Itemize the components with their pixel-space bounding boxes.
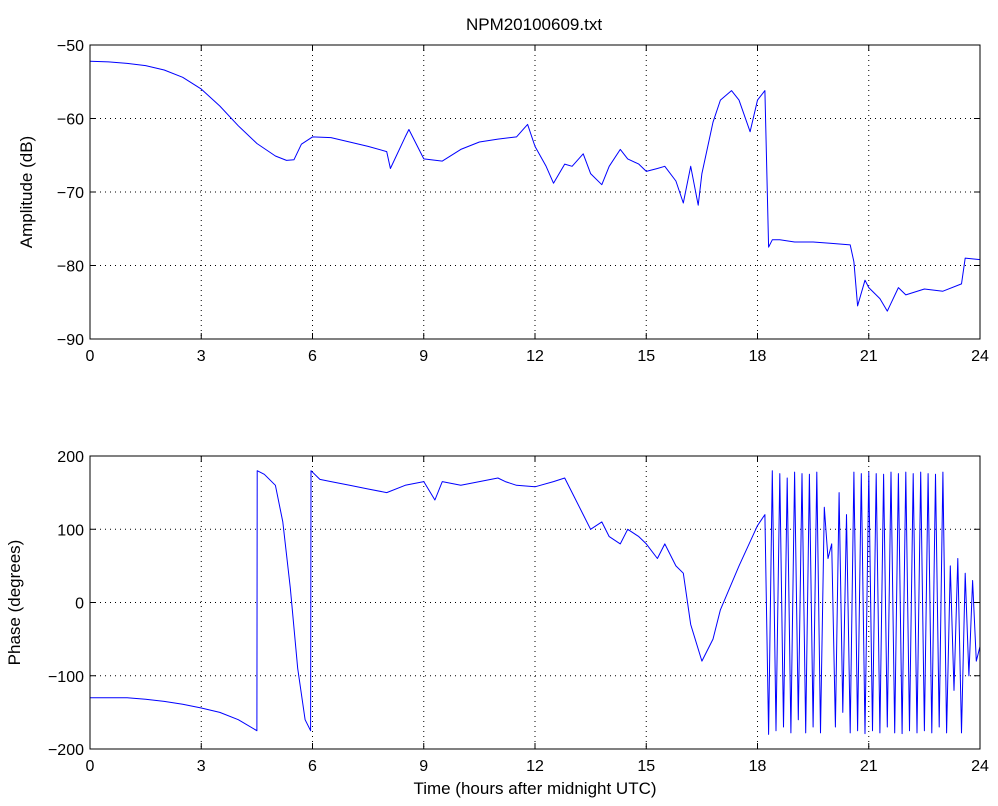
amplitude-series <box>89 60 981 312</box>
phase-grid <box>90 456 980 749</box>
x-tick-label: 3 <box>197 758 206 775</box>
phase-y-label: Phase (degrees) <box>5 540 24 666</box>
x-tick-label: 6 <box>308 758 317 775</box>
x-tick-label: 6 <box>308 348 317 365</box>
phase-series <box>90 470 981 735</box>
y-tick-label: −100 <box>48 669 84 686</box>
amplitude-y-label: Amplitude (dB) <box>17 136 36 248</box>
y-tick-label: −60 <box>57 112 84 129</box>
x-tick-label: 24 <box>971 348 989 365</box>
amplitude-grid <box>90 45 980 339</box>
x-tick-label: 12 <box>526 758 544 775</box>
x-tick-label: 3 <box>197 348 206 365</box>
y-tick-label: −50 <box>57 38 84 55</box>
chart-title: NPM20100609.txt <box>466 15 602 34</box>
y-tick-label: −200 <box>48 742 84 759</box>
x-tick-label: 12 <box>526 348 544 365</box>
phase-ticks: 0 3 6 9 12 15 18 21 24 200 100 0 −100 −200 <box>48 449 989 775</box>
x-tick-label: 9 <box>419 758 428 775</box>
y-tick-label: −70 <box>57 185 84 202</box>
x-tick-label: 18 <box>749 348 767 365</box>
x-tick-label: 18 <box>749 758 767 775</box>
x-tick-label: 24 <box>971 758 989 775</box>
x-tick-label: 15 <box>637 758 655 775</box>
x-tick-label: 21 <box>860 758 878 775</box>
y-tick-label: 100 <box>57 522 84 539</box>
series-line <box>90 470 981 735</box>
phase-axes: 0 3 6 9 12 15 18 21 24 200 100 0 −100 −200 Phase (deg… <box>5 449 989 798</box>
x-tick-label: 15 <box>637 348 655 365</box>
x-tick-label: 21 <box>860 348 878 365</box>
amplitude-ticks: 0 3 6 9 12 15 18 21 24 −50 −60 −70 −80 −90 <box>57 38 989 365</box>
x-tick-label: 0 <box>86 348 95 365</box>
phase-x-label: Time (hours after midnight UTC) <box>413 779 656 798</box>
x-tick-label: 0 <box>86 758 95 775</box>
amplitude-axes: 0 3 6 9 12 15 18 21 24 −50 −60 −70 −80 −90 Amplitude … <box>17 38 989 365</box>
y-tick-label: −80 <box>57 259 84 276</box>
y-tick-label: 200 <box>57 449 84 466</box>
y-tick-label: −90 <box>57 332 84 349</box>
y-tick-label: 0 <box>75 596 84 613</box>
series-line <box>89 60 981 312</box>
x-tick-label: 9 <box>419 348 428 365</box>
